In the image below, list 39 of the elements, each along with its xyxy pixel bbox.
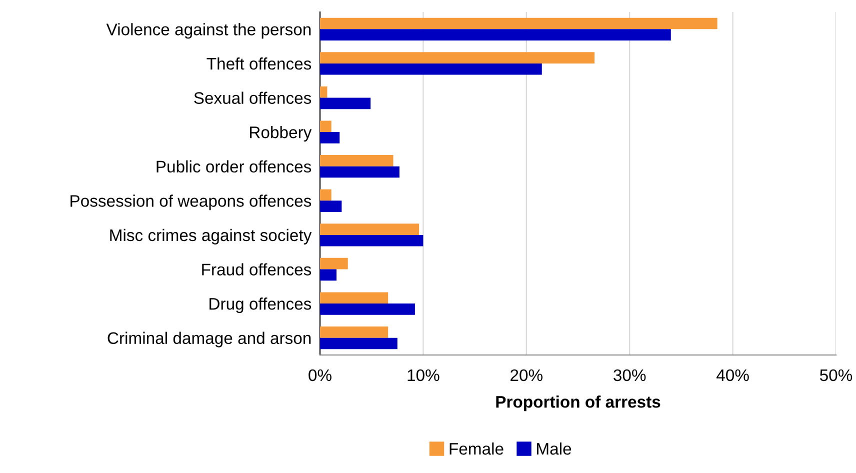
x-tick-label: 40% [716,369,749,382]
x-tick-label: 20% [510,369,542,382]
bar [320,18,718,30]
x-axis-title: Proportion of arrests [496,396,660,412]
x-tick-label: 30% [614,369,646,382]
x-tick-label: 50% [820,369,852,382]
bar [320,166,400,178]
bar [320,29,671,40]
bar [320,224,420,235]
y-tick-label: Robbery [250,126,312,142]
x-tick-label: 0% [308,369,332,382]
bar [320,326,388,338]
bar [320,52,595,64]
bar [320,304,415,315]
bar [320,269,337,281]
legend-label: Female [450,442,504,455]
legend-label: Male [537,442,572,455]
y-tick-label: Theft offences [206,57,312,70]
y-tick-label: Criminal damage and arson [108,332,311,348]
bar [320,155,394,166]
bar [320,258,348,270]
bar [320,132,340,144]
y-tick-label: Sexual offences [194,92,312,104]
bar [320,98,371,110]
y-tick-label: Violence against the person [106,23,311,39]
y-tick-label: Public order offences [156,160,312,173]
y-tick-label: Drug offences [210,298,312,314]
bar [320,86,328,98]
y-tick-label: Misc crimes against society [110,228,312,244]
bar [320,189,332,201]
bar [320,120,332,132]
bar [320,200,342,212]
bar [320,63,542,75]
x-tick-label: 10% [408,369,440,382]
y-tick-label: Possession of weapons offences [70,194,312,210]
bar [320,292,388,304]
bar [320,234,424,246]
y-tick-label: Fraud offences [202,263,312,276]
bar [320,338,398,350]
